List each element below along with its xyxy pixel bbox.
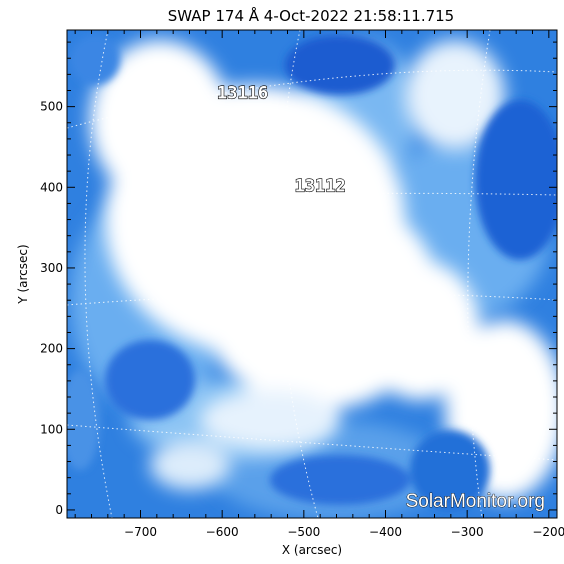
watermark: SolarMonitor.org	[406, 491, 545, 512]
y-tick-label: 100	[40, 422, 63, 436]
plot-frame	[66, 29, 558, 519]
intensity-layer-dark	[67, 35, 557, 510]
x-tick-label: −200	[532, 525, 564, 539]
intensity-layer-bright	[90, 40, 557, 500]
y-tick-label: 300	[40, 261, 63, 275]
x-axis: −700 −600 −500 −400 −300 −200	[74, 30, 564, 539]
y-axis: 0 100 200 300 400 500	[40, 41, 557, 517]
y-tick-label: 500	[40, 100, 63, 114]
x-tick-label: −400	[369, 525, 402, 539]
y-tick-label: 400	[40, 180, 63, 194]
active-region-label: 13112	[295, 176, 346, 196]
solar-image	[67, 30, 557, 518]
heliographic-grid	[67, 30, 557, 518]
x-tick-label: −600	[206, 525, 239, 539]
x-axis-label: X (arcsec)	[282, 543, 342, 557]
x-tick-label: −700	[124, 525, 157, 539]
active-region-label: 13116	[217, 84, 268, 104]
region-labels: 13116 13112	[216, 83, 346, 197]
y-tick-label: 200	[40, 342, 63, 356]
x-tick-label: −500	[287, 525, 320, 539]
x-tick-label: −300	[451, 525, 484, 539]
chart-title: SWAP 174 Å 4-Oct-2022 21:58:11.715	[168, 6, 454, 25]
y-axis-label: Y (arcsec)	[16, 244, 30, 304]
y-tick-label: 0	[55, 503, 63, 517]
